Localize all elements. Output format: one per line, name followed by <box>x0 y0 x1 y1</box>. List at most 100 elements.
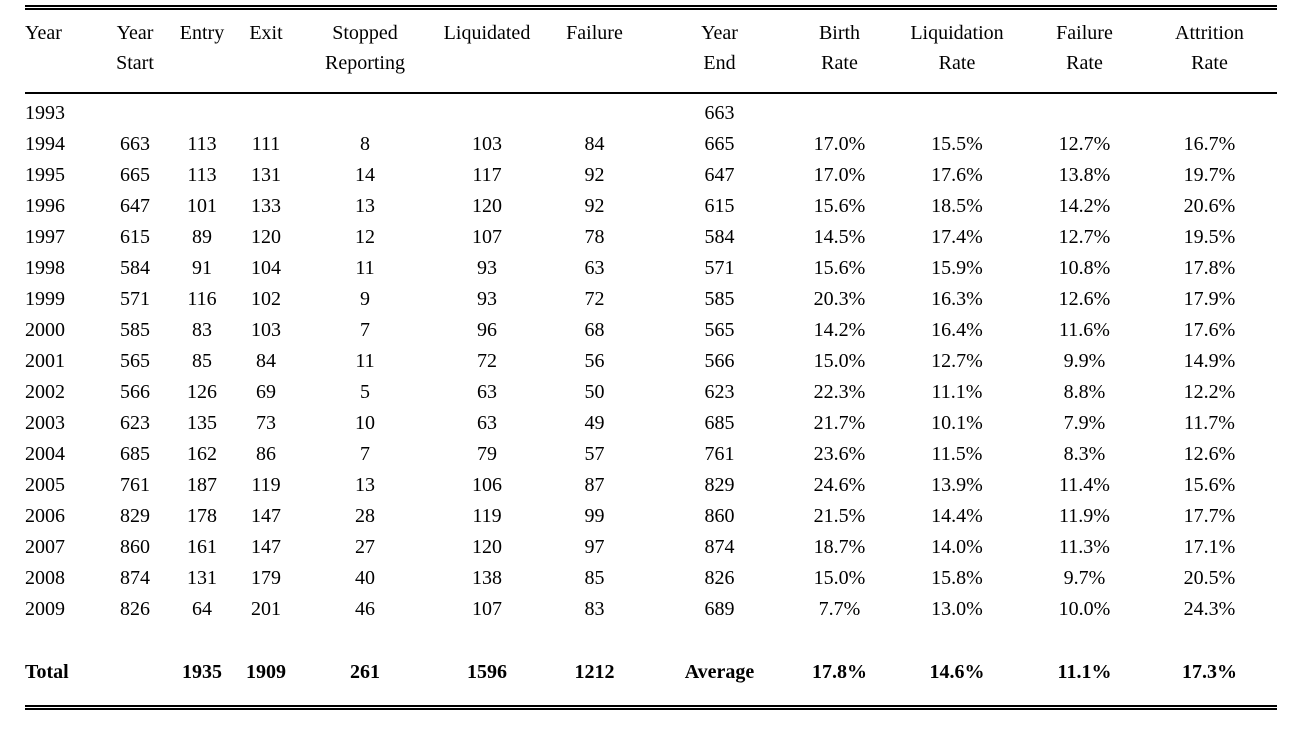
cell-year: 2006 <box>25 505 65 527</box>
cell-liquidated: 93 <box>477 288 497 310</box>
cell-liquidated: 79 <box>477 443 497 465</box>
cell-liquidation_rate: 15.9% <box>931 257 983 279</box>
cell-failure: 92 <box>584 195 605 217</box>
cell-liquidated: 103 <box>472 133 502 155</box>
cell-birth_rate: 7.7% <box>818 598 861 620</box>
header-line: Stopped <box>332 22 398 44</box>
header-line: Liquidated <box>443 22 531 44</box>
cell-exit: 73 <box>256 412 276 434</box>
cell-year_end: 665 <box>704 133 735 155</box>
header-liquidation_rate: Liquidation Rate <box>887 7 1027 94</box>
table-body: 1993 663 1994 663 113 111 8 103 84 665 17.0% 15.5% 1… <box>25 93 1277 655</box>
header-line: Year <box>701 22 738 44</box>
cell-attrition_rate: 11.7% <box>1184 412 1235 434</box>
cell-entry: 162 <box>187 443 217 465</box>
header-failure: Failure <box>542 7 647 94</box>
cell-failure: 97 <box>584 536 605 558</box>
cell-exit: 102 <box>251 288 281 310</box>
cell-entry: 91 <box>192 257 212 279</box>
cell-birth_rate: 22.3% <box>813 381 866 403</box>
cell-failure: 92 <box>584 164 605 186</box>
cell-year_end: 623 <box>704 381 735 403</box>
cell-failure_rate: 11.6% <box>1059 319 1110 341</box>
cell-attrition_rate: 17.8% <box>1183 257 1236 279</box>
cell-failure <box>542 93 647 129</box>
header-line: Entry <box>179 22 225 44</box>
cell-year_end: 689 <box>704 598 735 620</box>
cell-exit: 147 <box>251 505 281 527</box>
cell-stopped_reporting: 13 <box>355 474 375 496</box>
cell-year: 2008 <box>25 567 65 589</box>
cell-stopped_reporting <box>298 93 432 129</box>
header-year: Year <box>25 7 100 94</box>
cell-failure_rate: 11.4% <box>1059 474 1110 496</box>
header-line: Birth <box>818 22 861 44</box>
cell-year_end: 860 <box>704 505 735 527</box>
cell-year: 2007 <box>25 536 65 558</box>
cell-failure: 84 <box>584 133 605 155</box>
cell-birth_rate: 17.0% <box>813 164 866 186</box>
table-row-2005: 2005 761 187 119 13 106 87 829 24.6% 13.9% 11.4% 15… <box>25 470 1277 501</box>
cell-liquidation_rate: 13.0% <box>931 598 983 620</box>
cell-year_end: 874 <box>704 536 735 558</box>
total-cell-liquidated: 1596 <box>467 661 507 683</box>
cell-failure: 50 <box>584 381 605 403</box>
total-cell-entry: 1935 <box>182 661 222 683</box>
cell-attrition_rate: 16.7% <box>1183 133 1236 155</box>
cell-stopped_reporting: 14 <box>355 164 375 186</box>
cell-attrition_rate <box>1142 93 1277 129</box>
cell-attrition_rate: 17.9% <box>1183 288 1236 310</box>
cell-birth_rate <box>792 93 887 129</box>
total-cell-year_end: Average <box>684 661 755 683</box>
cell-year_start: 685 <box>120 443 150 465</box>
cell-year: 2009 <box>25 598 65 620</box>
cell-year_start: 874 <box>120 567 150 589</box>
cell-liquidated <box>432 93 542 129</box>
cell-year: 1994 <box>25 133 65 155</box>
cell-birth_rate: 15.6% <box>813 195 866 217</box>
cell-stopped_reporting: 46 <box>355 598 375 620</box>
cell-liquidated: 107 <box>472 598 502 620</box>
cell-failure_rate: 12.7% <box>1058 133 1111 155</box>
cell-birth_rate: 21.7% <box>813 412 866 434</box>
cell-exit: 133 <box>251 195 281 217</box>
table-row-1998: 1998 584 91 104 11 93 63 571 15.6% 15.9% 10.8% 17.8… <box>25 253 1277 284</box>
cell-year: 2005 <box>25 474 65 496</box>
cell-year: 2001 <box>25 350 65 372</box>
total-cell-exit: 1909 <box>246 661 286 683</box>
header-line: End <box>703 52 736 74</box>
cell-failure_rate: 11.3% <box>1059 536 1110 558</box>
cell-year_start: 826 <box>120 598 150 620</box>
cell-failure_rate: 14.2% <box>1058 195 1111 217</box>
header-line: Year <box>116 22 154 44</box>
table-row-2006: 2006 829 178 147 28 119 99 860 21.5% 14.4% 11.9% 17… <box>25 501 1277 532</box>
header-birth_rate: Birth Rate <box>792 7 887 94</box>
cell-liquidation_rate: 17.6% <box>931 164 983 186</box>
cell-attrition_rate: 17.6% <box>1183 319 1236 341</box>
cell-birth_rate: 24.6% <box>813 474 866 496</box>
cell-attrition_rate: 14.9% <box>1183 350 1236 372</box>
cell-stopped_reporting: 8 <box>360 133 370 155</box>
cell-year_end: 615 <box>704 195 735 217</box>
cell-exit: 103 <box>251 319 281 341</box>
cell-entry: 126 <box>187 381 217 403</box>
table-row-1999: 1999 571 116 102 9 93 72 585 20.3% 16.3% 12.6% 17.9… <box>25 284 1277 315</box>
cell-liquidated: 72 <box>477 350 497 372</box>
cell-year_end: 571 <box>704 257 735 279</box>
cell-year_start <box>100 93 170 129</box>
cell-liquidated: 63 <box>477 381 497 403</box>
cell-failure_rate: 11.9% <box>1059 505 1110 527</box>
header-liquidated: Liquidated <box>432 7 542 94</box>
cell-failure_rate: 12.6% <box>1058 288 1111 310</box>
table-row-2003: 2003 623 135 73 10 63 49 685 21.7% 10.1% 7.9% 11.7% <box>25 408 1277 439</box>
cell-liquidation_rate: 14.0% <box>931 536 983 558</box>
cell-attrition_rate: 19.5% <box>1183 226 1236 248</box>
header-entry: Entry <box>170 7 234 94</box>
cell-liquidated: 119 <box>472 505 502 527</box>
header-line: Rate <box>821 52 858 74</box>
cell-entry: 113 <box>187 164 217 186</box>
table-row-2004: 2004 685 162 86 7 79 57 761 23.6% 11.5% 8.3% 12.6% <box>25 439 1277 470</box>
cell-failure: 56 <box>584 350 605 372</box>
cell-year: 1993 <box>25 102 65 124</box>
header-line: Rate <box>1191 52 1228 74</box>
